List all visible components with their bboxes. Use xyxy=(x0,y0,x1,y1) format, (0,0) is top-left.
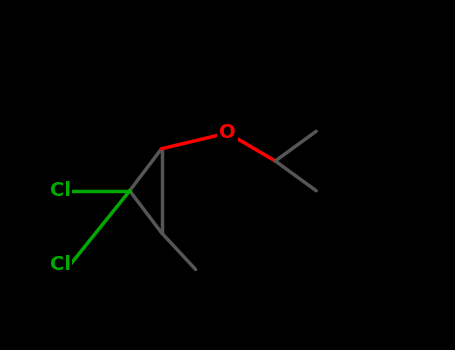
Text: Cl: Cl xyxy=(50,181,71,200)
Text: Cl: Cl xyxy=(50,255,71,274)
Text: O: O xyxy=(219,124,236,142)
